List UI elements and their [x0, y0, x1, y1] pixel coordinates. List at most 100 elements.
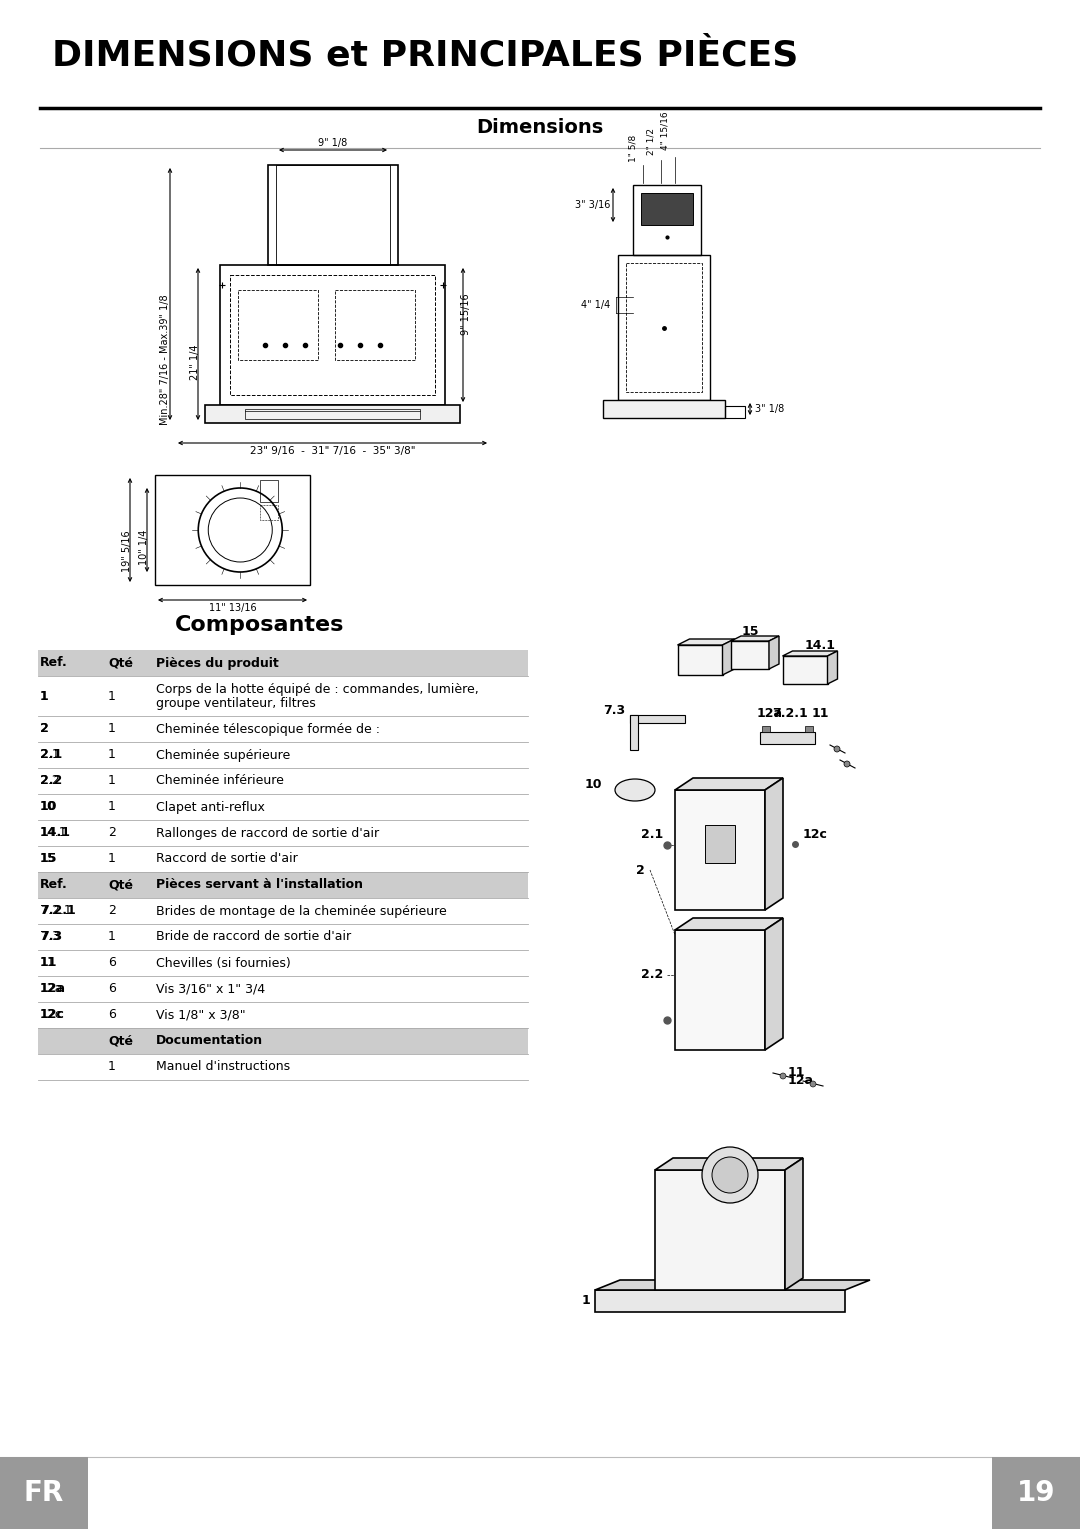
Text: Qté: Qté [108, 1035, 133, 1047]
Text: 1: 1 [108, 931, 116, 943]
Text: Pièces du produit: Pièces du produit [156, 656, 279, 670]
Text: 2: 2 [636, 864, 645, 876]
Polygon shape [677, 639, 734, 645]
Bar [38, 872, 528, 898]
Polygon shape [769, 636, 779, 670]
Text: 9" 1/8: 9" 1/8 [319, 138, 348, 148]
Text: 11: 11 [40, 957, 56, 969]
Circle shape [702, 1147, 758, 1203]
Text: Raccord de sortie d'air: Raccord de sortie d'air [156, 853, 298, 865]
Text: 2" 1/2: 2" 1/2 [646, 128, 654, 154]
Bar [603, 401, 725, 417]
Bar [268, 165, 399, 265]
Text: Corps de la hotte équipé de : commandes, lumière,: Corps de la hotte équipé de : commandes,… [156, 682, 478, 696]
Bar [762, 726, 770, 732]
Bar [725, 407, 745, 417]
Polygon shape [723, 639, 734, 674]
Text: 2: 2 [108, 827, 116, 839]
Text: 23" 9/16  -  31" 7/16  -  35" 3/8": 23" 9/16 - 31" 7/16 - 35" 3/8" [249, 446, 415, 456]
Polygon shape [765, 917, 783, 1050]
Bar [276, 165, 390, 265]
Bar [760, 732, 815, 745]
Text: 2: 2 [108, 905, 116, 917]
Bar [675, 790, 765, 910]
Text: 3" 3/16: 3" 3/16 [575, 200, 610, 209]
Text: 7.3: 7.3 [40, 931, 59, 943]
Text: Bride de raccord de sortie d'air: Bride de raccord de sortie d'air [156, 931, 351, 943]
Text: 15: 15 [40, 853, 57, 865]
Text: 6: 6 [108, 983, 116, 995]
Text: 1: 1 [108, 853, 116, 865]
Text: 2.1: 2.1 [640, 829, 663, 841]
Text: 10" 1/4: 10" 1/4 [139, 531, 149, 566]
Bar [654, 1170, 785, 1290]
Bar [335, 291, 415, 359]
Bar [156, 476, 310, 586]
Text: 6: 6 [108, 1009, 116, 1021]
Polygon shape [785, 1157, 804, 1290]
Text: 2.2: 2.2 [40, 775, 63, 787]
Text: 15: 15 [741, 625, 759, 638]
Bar [238, 291, 318, 359]
Polygon shape [783, 651, 837, 656]
Text: 1: 1 [581, 1295, 590, 1307]
Bar [675, 930, 765, 1050]
Text: Documentation: Documentation [156, 1035, 264, 1047]
Bar [677, 645, 723, 674]
Text: FR: FR [24, 1479, 64, 1508]
Text: 6: 6 [108, 957, 116, 969]
Bar [220, 265, 445, 405]
Bar [805, 726, 813, 732]
Bar [993, 1457, 1080, 1529]
Text: 11: 11 [788, 1067, 806, 1079]
Bar [731, 641, 769, 670]
Text: Cheminée supérieure: Cheminée supérieure [156, 749, 291, 761]
Text: 21" 1/4: 21" 1/4 [190, 344, 200, 379]
Circle shape [712, 1157, 748, 1193]
Text: 2: 2 [40, 723, 48, 735]
Text: Composantes: Composantes [175, 615, 345, 635]
Text: 12a: 12a [788, 1075, 814, 1087]
Text: Cheminée inférieure: Cheminée inférieure [156, 775, 284, 787]
Text: Ref.: Ref. [40, 656, 68, 670]
Text: 2.2: 2.2 [40, 775, 59, 787]
Text: 10: 10 [40, 801, 56, 813]
Circle shape [834, 746, 840, 752]
Text: 2.1: 2.1 [40, 749, 63, 761]
Text: 19: 19 [1016, 1479, 1055, 1508]
Text: Cheminée télescopique formée de :: Cheminée télescopique formée de : [156, 723, 380, 735]
Text: Clapet anti-reflux: Clapet anti-reflux [156, 801, 265, 813]
Text: Qté: Qté [108, 879, 133, 891]
Text: 14.1: 14.1 [805, 639, 836, 651]
Bar [0, 1457, 87, 1529]
Text: 4" 1/4: 4" 1/4 [581, 300, 610, 310]
Bar [260, 480, 279, 502]
Text: 2.2: 2.2 [640, 968, 663, 982]
Text: 12c: 12c [40, 1009, 65, 1021]
Text: 7.2.1: 7.2.1 [772, 706, 808, 720]
Text: 10: 10 [40, 801, 57, 813]
Text: Min.28" 7/16 - Max.39" 1/8: Min.28" 7/16 - Max.39" 1/8 [160, 294, 170, 425]
Text: 1" 5/8: 1" 5/8 [629, 135, 638, 162]
Polygon shape [675, 778, 783, 790]
Text: 7.2.1: 7.2.1 [40, 905, 76, 917]
Bar [260, 505, 279, 520]
Text: 11: 11 [811, 706, 828, 720]
Text: Ref.: Ref. [40, 879, 68, 891]
Text: 4" 15/16: 4" 15/16 [660, 112, 669, 150]
Text: 1: 1 [108, 1061, 116, 1073]
Text: DIMENSIONS et PRINCIPALES PIÈCES: DIMENSIONS et PRINCIPALES PIÈCES [52, 38, 798, 72]
Text: 1: 1 [108, 723, 116, 735]
Bar [205, 405, 460, 424]
Polygon shape [731, 636, 779, 641]
Text: 12a: 12a [40, 983, 64, 995]
Text: 11: 11 [40, 957, 57, 969]
Text: 14.1: 14.1 [40, 827, 71, 839]
Text: 12c: 12c [804, 829, 828, 841]
Text: 1: 1 [108, 801, 116, 813]
Text: 7.2.1: 7.2.1 [40, 905, 71, 917]
Text: 15: 15 [40, 853, 56, 865]
Bar [783, 656, 827, 683]
Text: 14.1: 14.1 [40, 827, 68, 839]
Bar [618, 255, 710, 401]
